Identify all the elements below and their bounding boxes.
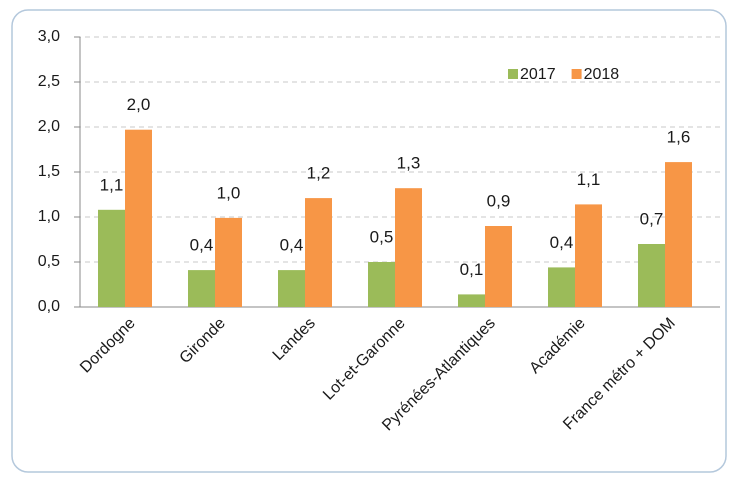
data-label: 1,0	[217, 183, 241, 202]
bar	[638, 244, 665, 307]
y-tick-label: 2,0	[38, 118, 60, 135]
y-tick-label: 0,0	[38, 298, 60, 315]
bar	[458, 294, 485, 307]
bar	[485, 226, 512, 307]
y-tick-label: 1,5	[38, 163, 60, 180]
bar	[665, 162, 692, 307]
bar	[125, 129, 152, 307]
bar	[575, 204, 602, 307]
data-label: 1,3	[397, 154, 421, 173]
bar	[305, 198, 332, 307]
bar	[395, 188, 422, 307]
data-label: 0,9	[487, 191, 511, 210]
y-tick-label: 1,0	[38, 208, 60, 225]
legend-label: 2018	[584, 66, 620, 83]
data-label: 0,4	[190, 236, 214, 255]
data-label: 0,4	[280, 236, 304, 255]
chart-frame	[11, 9, 727, 473]
data-label: 0,7	[640, 209, 664, 228]
bar	[278, 270, 305, 307]
y-tick-label: 2,5	[38, 73, 60, 90]
data-label: 1,2	[307, 164, 331, 183]
data-label: 0,4	[550, 233, 574, 252]
data-label: 1,1	[577, 170, 601, 189]
bar	[98, 209, 125, 307]
legend-label: 2017	[520, 66, 556, 83]
bar	[188, 270, 215, 307]
data-label: 1,1	[100, 175, 124, 194]
data-label: 1,6	[667, 128, 691, 147]
y-tick-label: 3,0	[38, 28, 60, 45]
bar	[548, 267, 575, 307]
bar	[368, 262, 395, 307]
bar	[215, 217, 242, 307]
legend-swatch	[508, 69, 518, 79]
data-label: 0,5	[370, 227, 394, 246]
legend-swatch	[571, 69, 582, 79]
data-label: 0,1	[460, 260, 484, 279]
y-tick-label: 0,5	[38, 253, 60, 270]
data-label: 2,0	[127, 95, 151, 114]
